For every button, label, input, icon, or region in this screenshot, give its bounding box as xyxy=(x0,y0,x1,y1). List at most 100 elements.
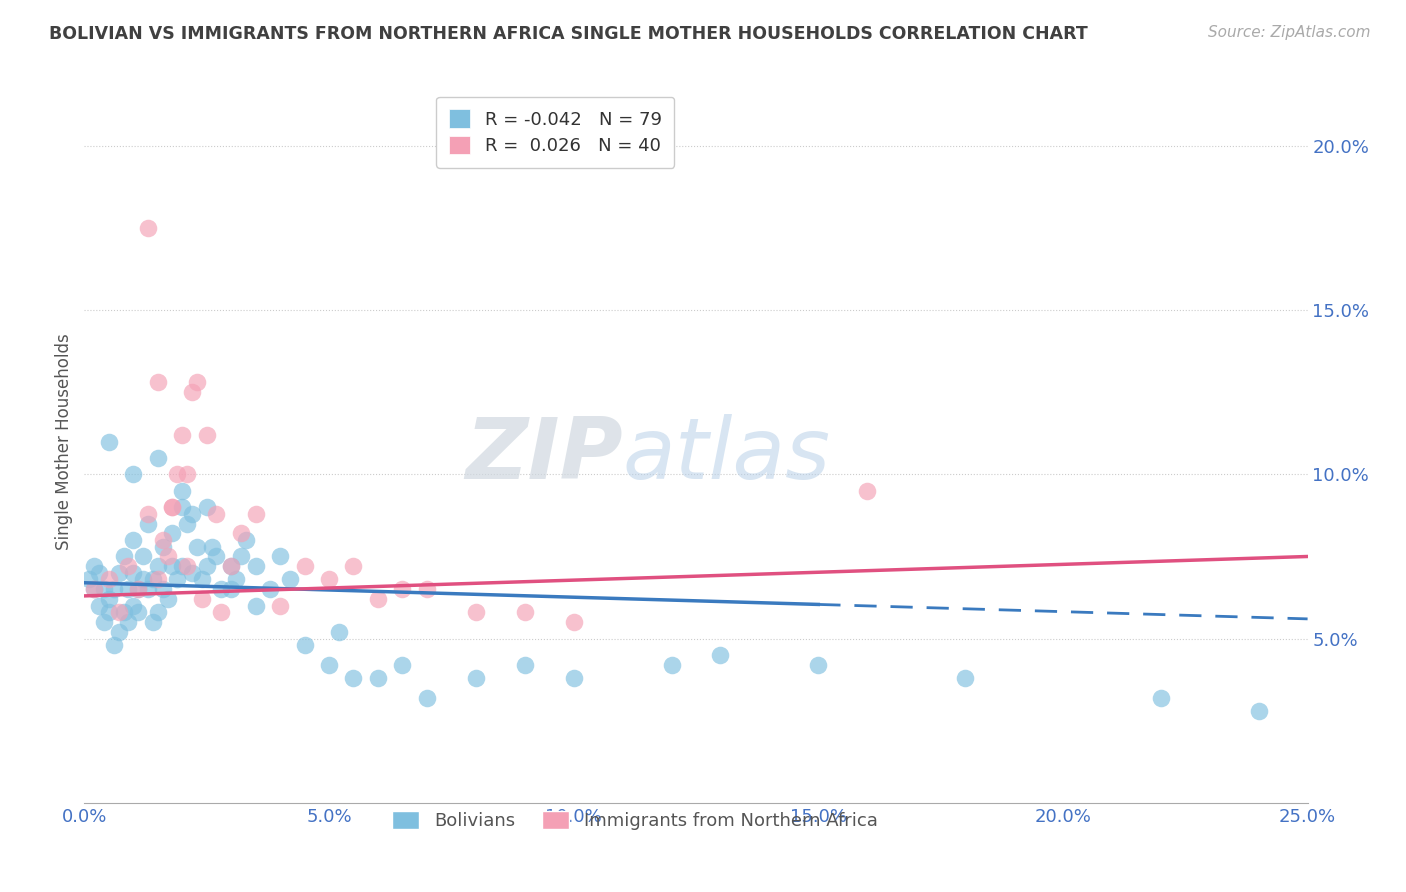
Point xyxy=(209,605,232,619)
Point xyxy=(176,516,198,531)
Point xyxy=(107,605,129,619)
Point xyxy=(127,582,149,597)
Point xyxy=(146,605,169,619)
Point xyxy=(416,690,439,705)
Point xyxy=(1247,704,1270,718)
Point xyxy=(513,605,536,619)
Point xyxy=(205,507,228,521)
Point xyxy=(132,573,155,587)
Point xyxy=(219,582,242,597)
Point xyxy=(328,625,350,640)
Point xyxy=(245,507,267,521)
Point xyxy=(367,592,389,607)
Point xyxy=(117,582,139,597)
Point xyxy=(200,540,222,554)
Point xyxy=(294,638,316,652)
Point xyxy=(172,428,194,442)
Point xyxy=(464,605,486,619)
Point xyxy=(1150,690,1173,705)
Point xyxy=(229,549,252,564)
Point xyxy=(77,573,100,587)
Point xyxy=(146,559,169,574)
Point xyxy=(391,657,413,672)
Point xyxy=(209,582,232,597)
Point xyxy=(146,376,169,390)
Point xyxy=(156,549,179,564)
Point xyxy=(318,657,340,672)
Point xyxy=(162,500,184,515)
Point xyxy=(146,573,169,587)
Point xyxy=(103,638,125,652)
Point xyxy=(87,599,110,613)
Point xyxy=(97,592,120,607)
Point xyxy=(269,549,291,564)
Point xyxy=(127,605,149,619)
Point xyxy=(83,559,105,574)
Point xyxy=(856,483,879,498)
Point xyxy=(181,385,204,400)
Point xyxy=(172,500,194,515)
Point xyxy=(162,526,184,541)
Point xyxy=(107,566,129,580)
Point xyxy=(122,533,145,547)
Point xyxy=(219,559,242,574)
Point xyxy=(229,526,252,541)
Point xyxy=(127,582,149,597)
Point xyxy=(416,582,439,597)
Point xyxy=(219,559,242,574)
Point xyxy=(562,615,585,630)
Point xyxy=(562,671,585,685)
Point xyxy=(162,500,184,515)
Text: atlas: atlas xyxy=(623,415,831,498)
Point xyxy=(136,582,159,597)
Point xyxy=(464,671,486,685)
Point xyxy=(953,671,976,685)
Point xyxy=(107,625,129,640)
Point xyxy=(112,605,135,619)
Point xyxy=(181,507,204,521)
Point xyxy=(87,566,110,580)
Point xyxy=(235,533,257,547)
Point xyxy=(103,582,125,597)
Point xyxy=(172,483,194,498)
Point xyxy=(97,605,120,619)
Point xyxy=(152,533,174,547)
Text: BOLIVIAN VS IMMIGRANTS FROM NORTHERN AFRICA SINGLE MOTHER HOUSEHOLDS CORRELATION: BOLIVIAN VS IMMIGRANTS FROM NORTHERN AFR… xyxy=(49,25,1088,43)
Text: ZIP: ZIP xyxy=(465,415,623,498)
Point xyxy=(166,467,188,482)
Point xyxy=(136,507,159,521)
Point xyxy=(342,671,364,685)
Point xyxy=(186,540,208,554)
Point xyxy=(709,648,731,662)
Point xyxy=(225,573,247,587)
Point xyxy=(132,549,155,564)
Point xyxy=(83,582,105,597)
Point xyxy=(112,549,135,564)
Point xyxy=(152,582,174,597)
Point xyxy=(367,671,389,685)
Point xyxy=(269,599,291,613)
Point xyxy=(97,573,120,587)
Point xyxy=(205,549,228,564)
Point xyxy=(195,428,218,442)
Point xyxy=(152,540,174,554)
Point xyxy=(166,573,188,587)
Point xyxy=(245,559,267,574)
Point xyxy=(122,566,145,580)
Point xyxy=(259,582,281,597)
Point xyxy=(342,559,364,574)
Text: Source: ZipAtlas.com: Source: ZipAtlas.com xyxy=(1208,25,1371,40)
Point xyxy=(142,573,165,587)
Point xyxy=(162,559,184,574)
Point xyxy=(191,592,214,607)
Point xyxy=(245,599,267,613)
Point xyxy=(195,559,218,574)
Point xyxy=(122,467,145,482)
Point xyxy=(146,450,169,465)
Point xyxy=(136,221,159,235)
Point xyxy=(93,582,115,597)
Point xyxy=(117,615,139,630)
Point xyxy=(136,516,159,531)
Point xyxy=(195,500,218,515)
Legend: Bolivians, Immigrants from Northern Africa: Bolivians, Immigrants from Northern Afri… xyxy=(385,804,884,837)
